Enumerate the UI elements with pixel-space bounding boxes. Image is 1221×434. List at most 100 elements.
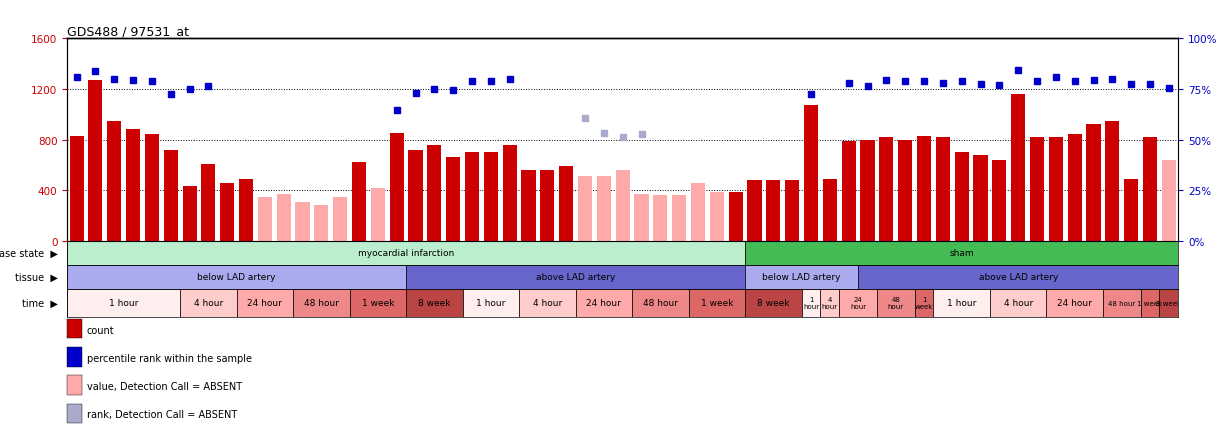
Bar [691,183,705,241]
Bar [745,289,802,317]
Bar [767,181,780,241]
Bar [990,289,1046,317]
Text: disease state  ▶: disease state ▶ [0,248,59,258]
Text: 1 week: 1 week [361,299,394,308]
Bar [1049,138,1063,241]
Bar [239,179,253,241]
Text: 8 week: 8 week [1156,300,1182,306]
Bar [597,177,610,241]
Bar [993,161,1006,241]
Text: time  ▶: time ▶ [22,298,59,308]
Text: 8 week: 8 week [757,299,790,308]
Bar [1140,289,1160,317]
Bar [841,141,856,241]
Bar [521,171,536,241]
Bar [1067,135,1082,241]
Bar [1160,289,1178,317]
Bar [973,155,988,241]
Bar [915,289,933,317]
Bar [201,164,215,241]
Bar [1143,138,1158,241]
Bar [293,289,349,317]
Bar [70,136,83,241]
Text: myocardial infarction: myocardial infarction [358,249,454,258]
Bar [672,196,686,241]
Bar [1125,179,1138,241]
Bar [1031,138,1044,241]
Bar [164,150,178,241]
Bar [352,163,366,241]
Bar [559,167,574,241]
Bar [955,153,968,241]
Bar [277,194,291,241]
Text: 1
week: 1 week [915,296,933,309]
Text: above LAD artery: above LAD artery [536,273,615,282]
Bar [1162,161,1176,241]
Bar [407,289,463,317]
Bar [465,153,479,241]
Text: below LAD artery: below LAD artery [762,273,841,282]
Text: 24 hour: 24 hour [248,299,282,308]
Bar [88,81,103,241]
Text: 4 hour: 4 hour [1004,299,1033,308]
Bar [371,188,385,241]
Text: 24 hour: 24 hour [586,299,621,308]
Bar [821,289,839,317]
Text: 1 hour: 1 hour [476,299,505,308]
Bar [145,135,159,241]
Text: 1 week: 1 week [1138,300,1162,306]
Bar [1103,289,1140,317]
Bar [389,134,404,241]
Text: 1 hour: 1 hour [109,299,138,308]
Bar [729,192,742,241]
Text: 24 hour: 24 hour [1057,299,1092,308]
Text: 1 hour: 1 hour [947,299,977,308]
Text: value, Detection Call = ABSENT: value, Detection Call = ABSENT [87,381,242,391]
Text: 24
hour: 24 hour [850,296,866,309]
Text: 4
hour: 4 hour [822,296,838,309]
Bar [333,197,347,241]
Bar [879,138,894,241]
Bar [67,265,407,289]
Bar [803,106,818,241]
Bar [615,171,630,241]
Bar [578,177,592,241]
Text: 4 hour: 4 hour [532,299,562,308]
Bar [237,289,293,317]
Bar [933,289,990,317]
Bar [67,241,745,265]
Text: sham: sham [950,249,974,258]
Text: 4 hour: 4 hour [194,299,223,308]
Bar [409,150,422,241]
Bar [745,241,1178,265]
Bar [709,192,724,241]
Text: 1
hour: 1 hour [803,296,819,309]
Bar [877,289,915,317]
Text: tissue  ▶: tissue ▶ [16,272,59,282]
Bar [427,145,442,241]
Bar [899,140,912,241]
Bar [446,158,460,241]
Bar [1011,95,1026,241]
Bar [67,289,181,317]
Text: 48
hour: 48 hour [888,296,904,309]
Bar [107,121,121,241]
Bar [745,265,858,289]
Bar [484,153,498,241]
Bar [182,187,197,241]
Bar [935,138,950,241]
Bar [1087,125,1100,241]
Bar [407,265,745,289]
Bar [1046,289,1103,317]
Text: percentile rank within the sample: percentile rank within the sample [87,353,252,363]
Bar [802,289,821,317]
Text: 8 week: 8 week [418,299,451,308]
Bar [1105,121,1120,241]
Bar [861,140,874,241]
Text: 1 week: 1 week [701,299,733,308]
Bar [632,289,689,317]
Bar [575,289,632,317]
Bar [126,130,140,241]
Bar [519,289,575,317]
Bar [653,196,668,241]
